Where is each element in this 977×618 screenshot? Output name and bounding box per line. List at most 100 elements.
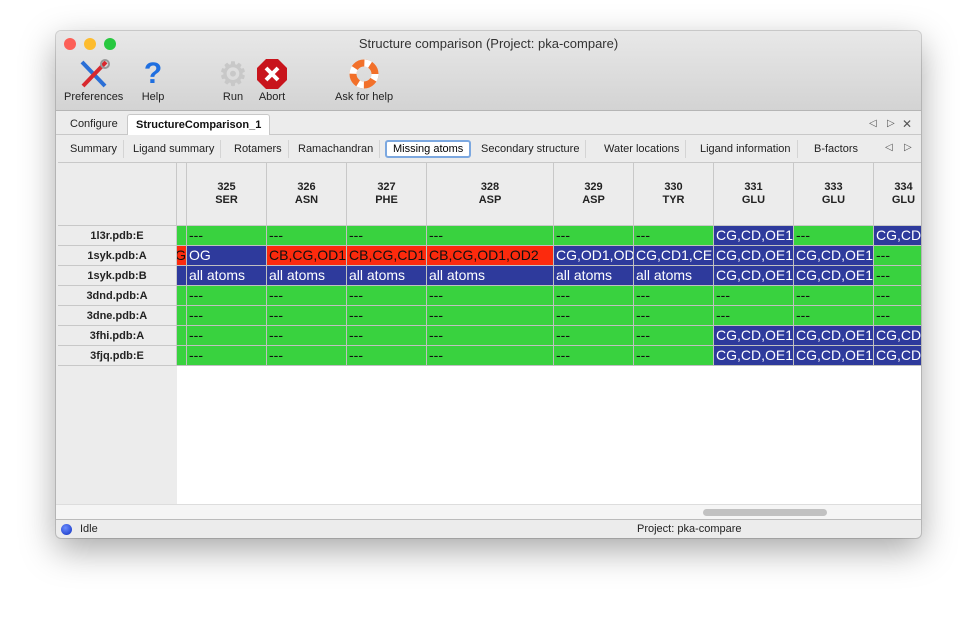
- table-cell[interactable]: CG,CD,OE1: [794, 266, 874, 286]
- row-label[interactable]: 3fhi.pdb:A: [58, 326, 177, 346]
- subtab-missing-atoms[interactable]: Missing atoms: [385, 140, 472, 158]
- table-cell[interactable]: G: [177, 246, 187, 266]
- table-cell[interactable]: ---: [187, 226, 267, 246]
- row-label[interactable]: 3fjq.pdb:E: [58, 346, 177, 366]
- table-cell[interactable]: ---: [427, 286, 554, 306]
- table-cell[interactable]: ---: [267, 326, 347, 346]
- tab-configure[interactable]: Configure: [70, 118, 118, 130]
- table-cell[interactable]: ---: [634, 226, 714, 246]
- table-cell[interactable]: ---: [554, 326, 634, 346]
- table-cell[interactable]: ---: [427, 326, 554, 346]
- table-cell[interactable]: all atoms: [347, 266, 427, 286]
- tab-scroll-left-icon[interactable]: ◁: [869, 118, 877, 129]
- column-header[interactable]: 328 ASP: [427, 163, 554, 226]
- subtab-scroll-right-icon[interactable]: ▷: [904, 142, 912, 153]
- table-cell[interactable]: ---: [427, 306, 554, 326]
- zoom-window-button[interactable]: [104, 38, 116, 50]
- column-header[interactable]: 330 TYR: [634, 163, 714, 226]
- table-cell[interactable]: all atoms: [427, 266, 554, 286]
- row-label[interactable]: 3dne.pdb:A: [58, 306, 177, 326]
- close-window-button[interactable]: [64, 38, 76, 50]
- horizontal-scrollbar[interactable]: [56, 504, 921, 519]
- column-header[interactable]: 325 SER: [187, 163, 267, 226]
- table-cell[interactable]: ---: [874, 306, 921, 326]
- table-cell[interactable]: CG,CD,OE1: [714, 346, 794, 366]
- scrollbar-thumb[interactable]: [703, 509, 827, 516]
- table-cell[interactable]: [177, 346, 187, 366]
- table-cell[interactable]: ---: [794, 226, 874, 246]
- table-cell[interactable]: CG,CD,OE1: [714, 326, 794, 346]
- table-cell[interactable]: [177, 226, 187, 246]
- table-cell[interactable]: ---: [187, 286, 267, 306]
- table-cell[interactable]: ---: [794, 306, 874, 326]
- table-cell[interactable]: CB,CG,OD1,OD2: [427, 246, 554, 266]
- table-cell[interactable]: ---: [714, 306, 794, 326]
- table-cell[interactable]: ---: [874, 246, 921, 266]
- row-label[interactable]: 1l3r.pdb:E: [58, 226, 177, 246]
- table-cell[interactable]: ---: [267, 286, 347, 306]
- tab-structurecomparison-1[interactable]: StructureComparison_1: [127, 114, 271, 135]
- table-cell[interactable]: [177, 326, 187, 346]
- table-cell[interactable]: CG,CD: [874, 326, 921, 346]
- column-header[interactable]: 331 GLU: [714, 163, 794, 226]
- table-cell[interactable]: ---: [347, 326, 427, 346]
- run-button[interactable]: ⚙ Run: [216, 56, 250, 103]
- table-cell[interactable]: CG,CD1,CE: [634, 246, 714, 266]
- column-header[interactable]: 329 ASP: [554, 163, 634, 226]
- subtab-rotamers[interactable]: Rotamers: [228, 140, 289, 158]
- tab-scroll-right-icon[interactable]: ▷: [887, 118, 895, 129]
- column-header[interactable]: 326 ASN: [267, 163, 347, 226]
- table-cell[interactable]: ---: [347, 306, 427, 326]
- table-cell[interactable]: CG,OD1,OD: [554, 246, 634, 266]
- subtab-secondary-structure[interactable]: Secondary structure: [475, 140, 587, 158]
- table-cell[interactable]: ---: [347, 226, 427, 246]
- column-header[interactable]: 334 GLU: [874, 163, 921, 226]
- table-cell[interactable]: ---: [554, 346, 634, 366]
- table-cell[interactable]: ---: [554, 286, 634, 306]
- table-cell[interactable]: CG,CD: [874, 226, 921, 246]
- table-cell[interactable]: CG,CD: [874, 346, 921, 366]
- table-cell[interactable]: ---: [714, 286, 794, 306]
- table-cell[interactable]: ---: [187, 346, 267, 366]
- table-cell[interactable]: all atoms: [554, 266, 634, 286]
- column-header[interactable]: [177, 163, 187, 226]
- subtab-ligand-information[interactable]: Ligand information: [694, 140, 798, 158]
- abort-button[interactable]: Abort: [255, 57, 289, 103]
- table-cell[interactable]: CG,CD,OE1: [714, 226, 794, 246]
- ask-for-help-button[interactable]: Ask for help: [335, 57, 393, 103]
- table-cell[interactable]: ---: [427, 226, 554, 246]
- subtab-ligand-summary[interactable]: Ligand summary: [127, 140, 222, 158]
- table-cell[interactable]: all atoms: [634, 266, 714, 286]
- table-cell[interactable]: ---: [267, 346, 347, 366]
- table-cell[interactable]: [177, 306, 187, 326]
- row-label[interactable]: 3dnd.pdb:A: [58, 286, 177, 306]
- table-cell[interactable]: ---: [347, 286, 427, 306]
- table-cell[interactable]: ---: [554, 306, 634, 326]
- table-cell[interactable]: ---: [874, 266, 921, 286]
- close-tab-icon[interactable]: ✕: [902, 117, 913, 131]
- table-cell[interactable]: ---: [554, 226, 634, 246]
- table-cell[interactable]: ---: [347, 346, 427, 366]
- row-label[interactable]: 1syk.pdb:A: [58, 246, 177, 266]
- table-cell[interactable]: CG,CD,OE1: [714, 266, 794, 286]
- table-cell[interactable]: [177, 286, 187, 306]
- subtab-scroll-left-icon[interactable]: ◁: [885, 142, 893, 153]
- table-cell[interactable]: ---: [874, 286, 921, 306]
- subtab-summary[interactable]: Summary: [64, 140, 125, 158]
- subtab-ramachandran[interactable]: Ramachandran: [292, 140, 381, 158]
- row-label[interactable]: 1syk.pdb:B: [58, 266, 177, 286]
- table-cell[interactable]: ---: [267, 226, 347, 246]
- table-cell[interactable]: ---: [187, 326, 267, 346]
- table-cell[interactable]: ---: [187, 306, 267, 326]
- column-header[interactable]: 327 PHE: [347, 163, 427, 226]
- table-cell[interactable]: OG: [187, 246, 267, 266]
- table-cell[interactable]: ---: [634, 326, 714, 346]
- table-cell[interactable]: all atoms: [187, 266, 267, 286]
- table-cell[interactable]: CG,CD,OE1: [794, 326, 874, 346]
- help-button[interactable]: ? Help: [136, 57, 170, 103]
- table-cell[interactable]: CG,CD,OE1: [794, 246, 874, 266]
- minimize-window-button[interactable]: [84, 38, 96, 50]
- table-cell[interactable]: ---: [267, 306, 347, 326]
- table-cell[interactable]: ---: [634, 346, 714, 366]
- table-cell[interactable]: CB,CG,OD1: [267, 246, 347, 266]
